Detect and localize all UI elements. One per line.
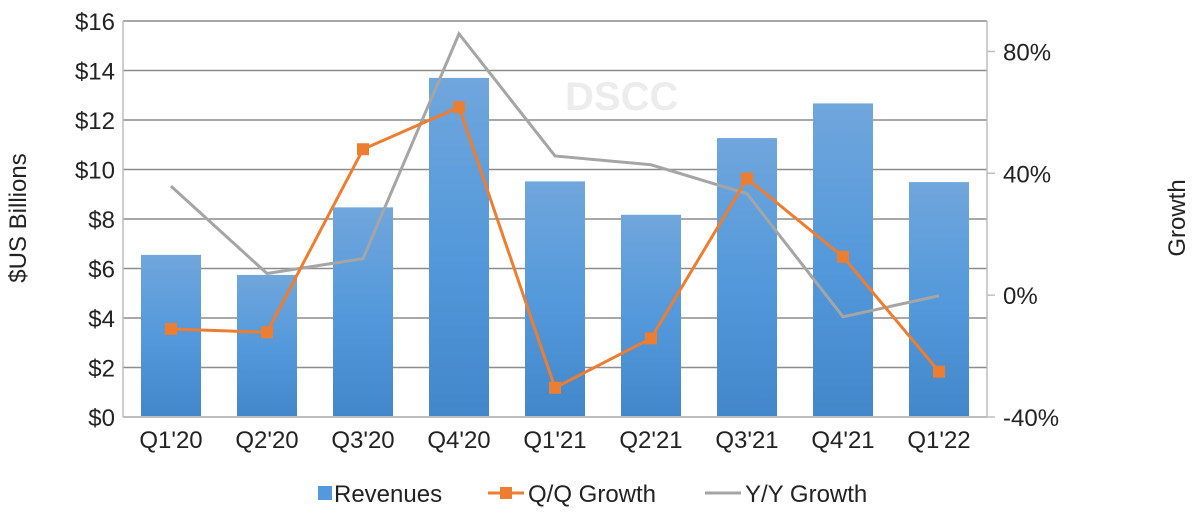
bar-revenues — [237, 274, 297, 417]
marker-qq-growth — [261, 326, 273, 339]
x-tick-label: Q4'21 — [811, 427, 874, 454]
y-tick-label: $0 — [88, 405, 115, 432]
x-tick-label: Q4'20 — [427, 427, 490, 454]
bar-revenues — [141, 254, 201, 417]
bar-revenues — [333, 207, 393, 417]
y2-axis-label: Growth — [1164, 179, 1191, 256]
x-tick-label: Q1'21 — [523, 427, 586, 454]
y2-tick-label: 80% — [1003, 39, 1051, 66]
legend: Revenues Q/Q Growth Y/Y Growth — [318, 481, 867, 508]
marker-qq-growth — [933, 365, 945, 378]
marker-qq-growth — [741, 172, 753, 185]
marker-qq-growth — [645, 332, 657, 345]
x-tick-label: Q1'22 — [907, 427, 970, 454]
y-tick-label: $12 — [75, 108, 115, 135]
y-tick-label: $16 — [75, 9, 115, 36]
legend-label: Y/Y Growth — [745, 481, 867, 508]
marker-qq-growth — [837, 250, 849, 263]
marker-qq-growth — [549, 381, 561, 394]
marker-qq-growth — [453, 101, 465, 114]
bar-revenues — [525, 181, 585, 417]
marker-qq-growth — [357, 143, 369, 156]
y-tick-label: $4 — [88, 306, 115, 333]
legend-swatch-marker — [500, 487, 512, 499]
bar-revenues — [621, 214, 681, 417]
y-axis-label: $US Billions — [5, 153, 32, 282]
legend-label: Revenues — [334, 481, 442, 508]
x-tick-label: Q2'20 — [235, 427, 298, 454]
legend-swatch-revenues — [318, 486, 332, 500]
y-tick-label: $10 — [75, 158, 115, 185]
legend-label: Q/Q Growth — [528, 481, 656, 508]
y-tick-label: $14 — [75, 59, 115, 86]
y2-tick-label: 0% — [1003, 283, 1038, 310]
y-tick-label: $6 — [88, 257, 115, 284]
y-tick-label: $8 — [88, 207, 115, 234]
marker-qq-growth — [165, 322, 177, 335]
watermark: DSCC — [565, 75, 678, 119]
y-tick-label: $2 — [88, 356, 115, 383]
x-tick-label: Q3'20 — [331, 427, 394, 454]
y2-tick-label: 40% — [1003, 161, 1051, 188]
x-tick-label: Q3'21 — [715, 427, 778, 454]
bar-revenues — [429, 77, 489, 418]
x-tick-label: Q2'21 — [619, 427, 682, 454]
x-tick-label: Q1'20 — [139, 427, 202, 454]
y2-tick-label: -40% — [1003, 405, 1059, 432]
bar-revenues — [717, 138, 777, 417]
